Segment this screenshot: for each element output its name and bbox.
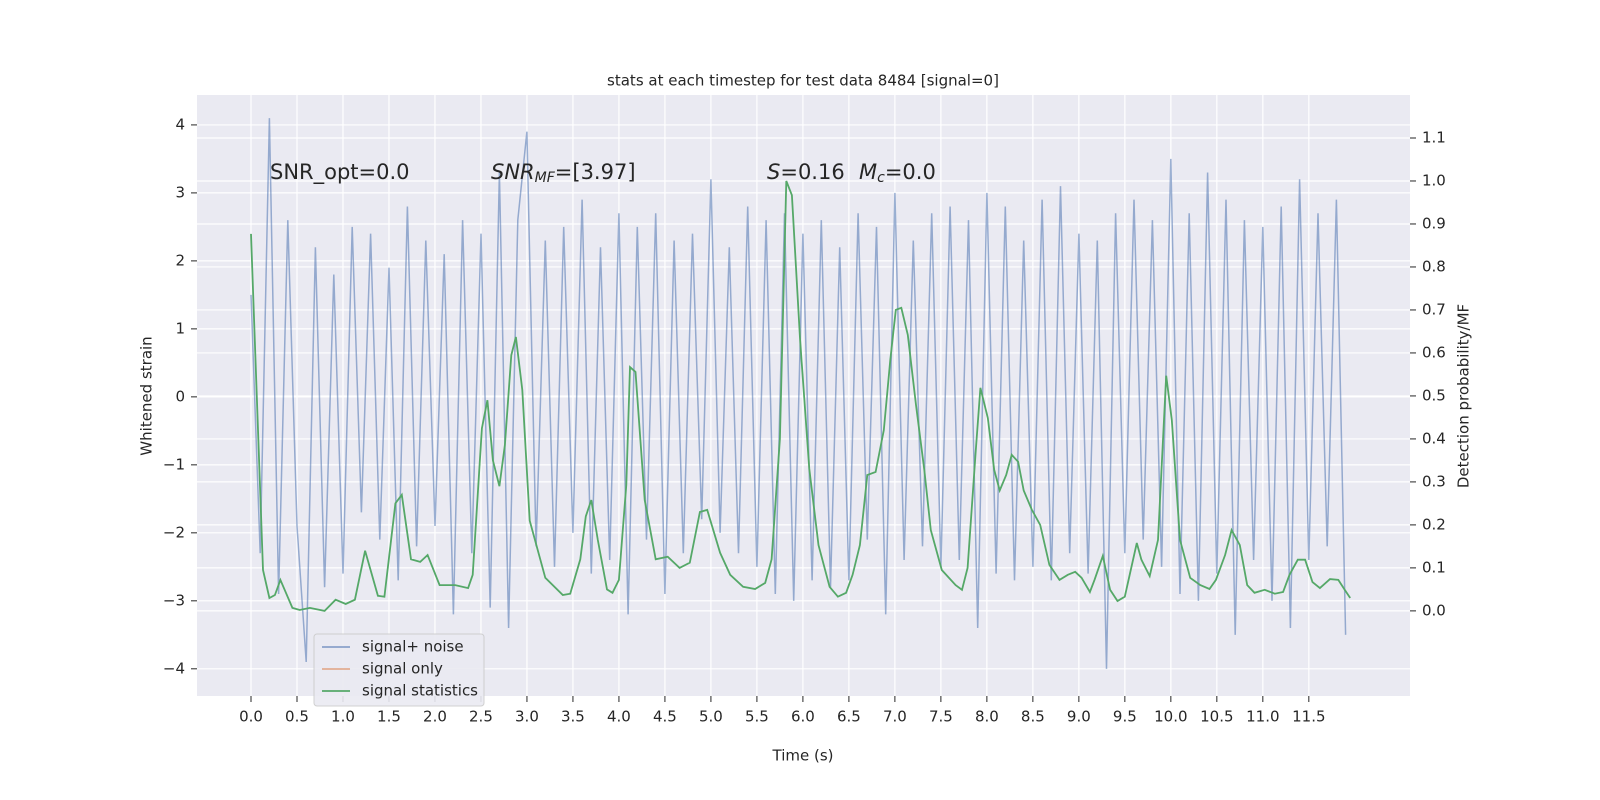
annotation-base: SNR [491,160,535,184]
y2-tick-label: 0.9 [1422,214,1446,232]
series-line [250,180,1351,612]
chart-title: stats at each timestep for test data 848… [607,72,999,90]
y-tick-label: 3 [175,183,185,201]
y2-tick-label: 0.2 [1422,515,1446,533]
x-tick-label: 6.5 [837,708,861,726]
x-tick-label: 0.0 [239,708,263,726]
y2-axis-label: Detection probability/MF [1455,304,1473,488]
annotation-base: S [767,160,780,184]
y2-tick-label: 0.7 [1422,300,1446,318]
x-tick-label: 5.5 [745,708,769,726]
x-tick-label: 5.0 [699,708,723,726]
x-tick-label: 9.0 [1067,708,1091,726]
x-axis-label: Time (s) [772,747,834,765]
y-tick-label: 0 [175,387,185,405]
x-tick-label: 11.5 [1292,708,1325,726]
x-tick-label: 0.5 [285,708,309,726]
y2-tick-label: 0.6 [1422,343,1446,361]
annotation: SNRMF=[3.97] [491,160,636,186]
x-tick-label: 10.5 [1200,708,1233,726]
annotation: Mc=0.0 [859,160,936,186]
x-tick-label: 1.0 [331,708,355,726]
y-tick-label: 4 [175,115,185,133]
x-tick-label: 1.5 [377,708,401,726]
annotation-rest: =[3.97] [555,160,636,184]
y-tick-label: −1 [163,455,185,473]
x-tick-label: 10.0 [1154,708,1187,726]
y2-tick-label: 0.1 [1422,558,1446,576]
x-tick-label: 7.0 [883,708,907,726]
x-tick-label: 11.0 [1246,708,1279,726]
y-tick-label: 1 [175,319,185,337]
x-tick-label: 2.5 [469,708,493,726]
y2-tick-label: 0.0 [1422,601,1446,619]
annotation-base: M [859,160,877,184]
annotation: SNR_opt=0.0 [270,160,410,185]
x-tick-label: 3.0 [515,708,539,726]
annotation-sub: MF [535,170,556,186]
legend-label: signal+ noise [362,638,464,656]
x-tick-label: 2.0 [423,708,447,726]
legend-box [313,633,485,707]
y-tick-label: −2 [163,523,185,541]
y2-tick-label: 0.8 [1422,257,1446,275]
x-tick-label: 4.5 [653,708,677,726]
y2-tick-label: 0.4 [1422,429,1446,447]
y2-tick-label: 1.1 [1422,128,1446,146]
annotation: S=0.16 [767,160,845,184]
annotation-sub: c [877,170,885,186]
annotation-rest: =0.0 [885,160,936,184]
x-tick-label: 9.5 [1113,708,1137,726]
series-line [250,118,1347,669]
legend-label: signal only [362,660,443,678]
y2-tick-label: 0.5 [1422,386,1446,404]
x-tick-label: 8.0 [975,708,999,726]
y-tick-label: −4 [163,659,185,677]
legend-label: signal statistics [362,682,478,700]
y-axis-label: Whitened strain [138,336,156,455]
annotation-rest: =0.16 [780,160,844,184]
x-tick-label: 4.0 [607,708,631,726]
y-tick-label: 2 [175,251,185,269]
x-tick-label: 7.5 [929,708,953,726]
x-tick-label: 3.5 [561,708,585,726]
y2-tick-label: 1.0 [1422,171,1446,189]
x-tick-label: 8.5 [1021,708,1045,726]
x-tick-label: 6.0 [791,708,815,726]
y2-tick-label: 0.3 [1422,472,1446,490]
y-tick-label: −3 [163,591,185,609]
